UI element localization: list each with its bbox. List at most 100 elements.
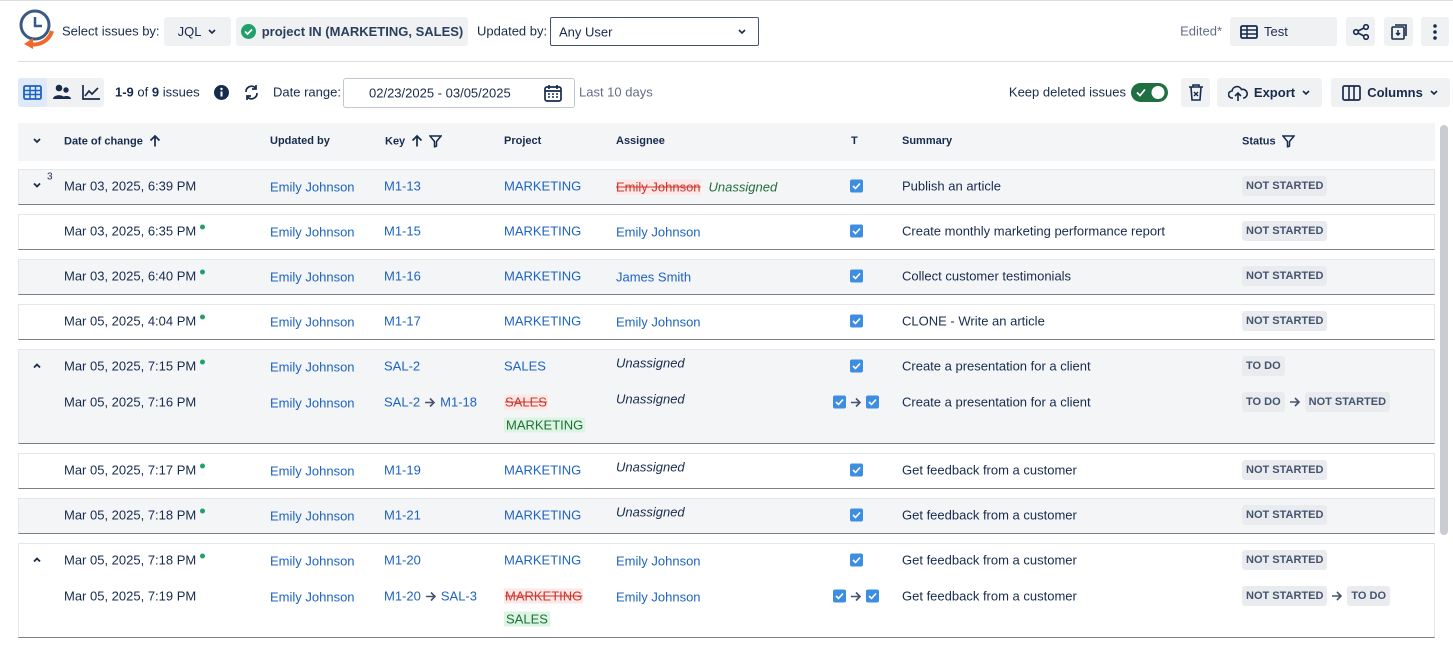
assignee[interactable]: Emily Johnson <box>616 589 701 605</box>
assignee[interactable]: Emily Johnson <box>616 224 701 240</box>
export-text: Export <box>1253 85 1296 100</box>
query-text: project IN (MARKETING, SALES) <box>261 24 464 39</box>
type-icon <box>850 359 863 373</box>
project[interactable]: MARKETING <box>504 268 582 284</box>
status: NOT STARTED <box>1242 266 1328 286</box>
project[interactable]: MARKETING <box>504 552 582 568</box>
issue-key[interactable]: M1-16 <box>384 268 421 284</box>
column-header[interactable]: Date of change <box>64 134 161 148</box>
updated-by[interactable]: Emily Johnson <box>270 314 355 330</box>
assignee[interactable]: Emily Johnson <box>616 553 701 569</box>
column-header[interactable]: Project <box>504 135 541 147</box>
trash-button[interactable] <box>1181 78 1210 107</box>
people-icon[interactable] <box>52 84 72 101</box>
issue-key[interactable]: SAL-2 <box>384 394 421 410</box>
export-button[interactable]: Export <box>1217 78 1322 107</box>
issue-key[interactable]: M1-18 <box>440 394 477 410</box>
issue-count: 1-9 of 9 issues <box>115 85 200 100</box>
project[interactable]: MARKETING <box>504 313 582 329</box>
change: SAL-2 M1-18 <box>384 395 477 410</box>
type-change-part <box>833 395 846 409</box>
updated-select[interactable]: Any User <box>550 17 759 46</box>
type-icon-part <box>850 463 863 477</box>
updated-by[interactable]: Emily Johnson <box>270 359 355 375</box>
type-change-part <box>866 395 879 409</box>
column-header[interactable]: Assignee <box>616 135 665 147</box>
keep-toggle[interactable] <box>1131 83 1168 102</box>
updated-by[interactable]: Emily Johnson <box>270 179 355 195</box>
updated-by[interactable]: Emily Johnson <box>270 395 355 411</box>
updated-by[interactable]: Emily Johnson <box>270 508 355 524</box>
type-icon-part <box>850 463 863 477</box>
jql-button[interactable]: JQL <box>164 17 231 46</box>
summary: Create monthly marketing performance rep… <box>902 223 1166 239</box>
query-pill[interactable]: project IN (MARKETING, SALES) <box>236 17 468 46</box>
issue-key[interactable]: M1-21 <box>384 507 421 523</box>
type-icon-part <box>852 362 861 370</box>
columns-button[interactable]: Columns <box>1331 78 1450 107</box>
summary: Get feedback from a customer <box>902 552 1077 568</box>
project[interactable]: MARKETING <box>504 178 582 194</box>
project[interactable]: SALES <box>504 358 546 374</box>
project[interactable]: MARKETING <box>504 462 582 478</box>
type-icon-part <box>852 466 861 474</box>
divider <box>18 61 1453 62</box>
row-toggle-part <box>33 363 41 369</box>
type-icon-part <box>850 359 863 373</box>
issue-key[interactable]: M1-19 <box>384 462 421 478</box>
view-button[interactable]: Test <box>1230 17 1337 46</box>
updated-by[interactable]: Emily Johnson <box>270 269 355 285</box>
type-change-part <box>851 591 862 601</box>
status-badge: TO DO <box>1347 586 1391 606</box>
issue-key[interactable]: M1-20 <box>384 588 421 604</box>
updated-by[interactable]: Emily Johnson <box>270 553 355 569</box>
share-button[interactable] <box>1346 17 1375 46</box>
more-button[interactable] <box>1421 17 1449 46</box>
grid-view[interactable] <box>18 78 47 107</box>
assignee-old: Emily Johnson <box>616 179 701 195</box>
issue-key[interactable]: M1-13 <box>384 178 421 194</box>
new-dot <box>200 508 206 514</box>
project[interactable]: MARKETING <box>504 507 582 523</box>
chart-icon[interactable] <box>81 84 101 101</box>
column-header[interactable]: Key <box>385 134 443 148</box>
issue-key[interactable]: M1-17 <box>384 313 421 329</box>
issue-key[interactable]: SAL-2 <box>384 358 421 374</box>
updated-by[interactable]: Emily Johnson <box>270 589 355 605</box>
assignee[interactable]: James Smith <box>616 269 692 285</box>
header-icon-part <box>429 135 443 148</box>
column-title: Date of change <box>64 135 143 147</box>
scrollbar[interactable] <box>1440 125 1448 535</box>
column-header[interactable]: Summary <box>902 135 952 147</box>
updated-by[interactable]: Emily Johnson <box>270 224 355 240</box>
status-badge: NOT STARTED <box>1242 311 1328 331</box>
refresh-icon[interactable] <box>243 84 260 101</box>
type-change-part <box>866 395 879 409</box>
assignee[interactable]: Emily Johnson <box>616 314 701 330</box>
type-icon-part <box>850 314 863 328</box>
date: Mar 03, 2025, 6:39 PM <box>64 178 197 194</box>
grid-icon <box>23 85 42 100</box>
type-icon-part <box>850 553 863 567</box>
last-days: Last 10 days <box>579 84 653 100</box>
history-row <box>18 214 1435 250</box>
issue-key[interactable]: M1-15 <box>384 223 421 239</box>
date-label: Date range: <box>273 84 341 100</box>
project-old: SALES <box>504 394 548 410</box>
info-icon[interactable] <box>214 85 229 100</box>
project-old: MARKETING <box>504 588 584 604</box>
header-icon-part <box>412 134 423 147</box>
issue-key[interactable]: SAL-3 <box>440 588 477 604</box>
row-toggle-part <box>33 182 41 188</box>
column-header[interactable]: Status <box>1242 135 1295 148</box>
date-input[interactable]: 02/23/2025 - 03/05/2025 <box>343 78 575 108</box>
save-button[interactable] <box>1384 17 1413 46</box>
collapse-all[interactable] <box>32 136 42 146</box>
column-header[interactable]: T <box>851 135 858 147</box>
view-toggle[interactable] <box>18 78 104 107</box>
column-header[interactable]: Updated by <box>270 135 330 147</box>
project[interactable]: MARKETING <box>504 223 582 239</box>
updated-by[interactable]: Emily Johnson <box>270 463 355 479</box>
issue-key[interactable]: M1-20 <box>384 552 421 568</box>
date: Mar 05, 2025, 7:15 PM <box>64 359 206 374</box>
